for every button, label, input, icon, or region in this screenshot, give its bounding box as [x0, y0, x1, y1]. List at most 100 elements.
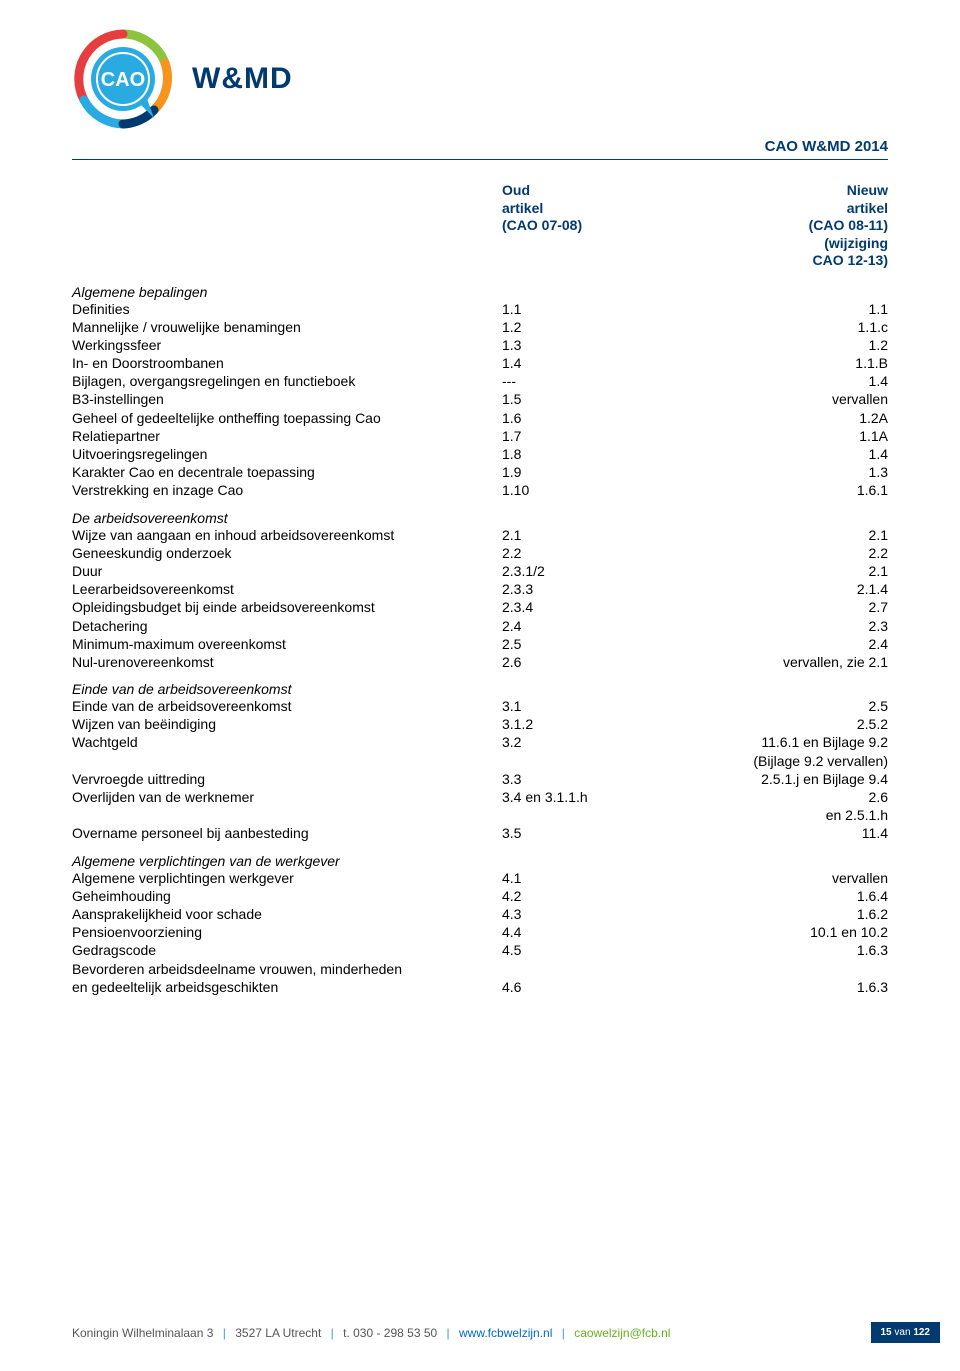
row-label: Overname personeel bij aanbesteding — [72, 824, 502, 842]
row-label: Geneeskundig onderzoek — [72, 544, 502, 562]
section: Einde van de arbeidsovereenkomstEinde va… — [72, 681, 888, 843]
row-label: Definities — [72, 300, 502, 318]
row-new-article: 2.7 — [622, 598, 888, 616]
row-old-article: 2.4 — [502, 617, 622, 635]
table-row: Einde van de arbeidsovereenkomst3.12.5 — [72, 697, 888, 715]
row-new-article: 1.1 — [622, 300, 888, 318]
col-b-line3: (CAO 08-11) — [622, 217, 888, 235]
footer-url[interactable]: www.fcbwelzijn.nl — [459, 1326, 552, 1340]
row-label: Aansprakelijkheid voor schade — [72, 905, 502, 923]
row-old-article: 1.4 — [502, 354, 622, 372]
row-new-article: 1.1.B — [622, 354, 888, 372]
row-new-article: 2.5.1.j en Bijlage 9.4 — [622, 770, 888, 788]
row-new-article: vervallen — [622, 869, 888, 887]
row-old-article: 1.5 — [502, 390, 622, 408]
table-row: Opleidingsbudget bij einde arbeidsoveree… — [72, 598, 888, 616]
row-new-article: (Bijlage 9.2 vervallen) — [622, 752, 888, 770]
row-label: Leerarbeidsovereenkomst — [72, 580, 502, 598]
row-old-article: 3.4 en 3.1.1.h — [502, 788, 622, 806]
row-old-article: 1.1 — [502, 300, 622, 318]
row-label: Algemene verplichtingen werkgever — [72, 869, 502, 887]
table-row: Geneeskundig onderzoek2.22.2 — [72, 544, 888, 562]
row-new-article: 2.1 — [622, 562, 888, 580]
row-old-article: 4.5 — [502, 941, 622, 959]
col-b-line2: artikel — [622, 200, 888, 218]
row-old-article: 4.3 — [502, 905, 622, 923]
footer-text: Koningin Wilhelminalaan 3 | 3527 LA Utre… — [72, 1326, 670, 1340]
row-label: Bevorderen arbeidsdeelname vrouwen, mind… — [72, 960, 502, 978]
row-label — [72, 752, 502, 770]
row-old-article: --- — [502, 372, 622, 390]
row-new-article: 2.6 — [622, 788, 888, 806]
row-new-article: 1.1.c — [622, 318, 888, 336]
table-row: Nul-urenovereenkomst2.6vervallen, zie 2.… — [72, 653, 888, 671]
row-label: Wijze van aangaan en inhoud arbeidsovere… — [72, 526, 502, 544]
section: Algemene verplichtingen van de werkgever… — [72, 853, 888, 996]
row-old-article: 4.2 — [502, 887, 622, 905]
row-label: Duur — [72, 562, 502, 580]
table-row: Duur2.3.1/22.1 — [72, 562, 888, 580]
table-row: en 2.5.1.h — [72, 806, 888, 824]
row-new-article: 1.4 — [622, 445, 888, 463]
row-old-article: 2.2 — [502, 544, 622, 562]
table-row: (Bijlage 9.2 vervallen) — [72, 752, 888, 770]
row-label: Karakter Cao en decentrale toepassing — [72, 463, 502, 481]
table-row: Mannelijke / vrouwelijke benamingen1.21.… — [72, 318, 888, 336]
page-of: van — [894, 1327, 910, 1338]
row-old-article: 1.3 — [502, 336, 622, 354]
footer-phone-label: t. — [343, 1326, 350, 1340]
table-row: Geheel of gedeeltelijke ontheffing toepa… — [72, 409, 888, 427]
table-row: In- en Doorstroombanen1.41.1.B — [72, 354, 888, 372]
row-old-article — [502, 960, 622, 978]
row-label: Wachtgeld — [72, 733, 502, 751]
table-row: Gedragscode4.51.6.3 — [72, 941, 888, 959]
row-label — [72, 806, 502, 824]
row-new-article: 1.4 — [622, 372, 888, 390]
row-new-article: en 2.5.1.h — [622, 806, 888, 824]
table-row: Overlijden van de werknemer3.4 en 3.1.1.… — [72, 788, 888, 806]
col-b-line4: (wijziging — [622, 235, 888, 253]
row-label: Verstrekking en inzage Cao — [72, 481, 502, 499]
row-old-article: 4.6 — [502, 978, 622, 996]
col-a-line1: Oud — [502, 182, 622, 200]
page-current: 15 — [881, 1327, 892, 1338]
table-row: Algemene verplichtingen werkgever4.1verv… — [72, 869, 888, 887]
row-label: Nul-urenovereenkomst — [72, 653, 502, 671]
table-row: Bevorderen arbeidsdeelname vrouwen, mind… — [72, 960, 888, 978]
row-label: Overlijden van de werknemer — [72, 788, 502, 806]
page-total: 122 — [913, 1327, 930, 1338]
footer-phone: 030 - 298 53 50 — [353, 1326, 437, 1340]
table-row: Relatiepartner1.71.1A — [72, 427, 888, 445]
table-row: Bijlagen, overgangsregelingen en functie… — [72, 372, 888, 390]
col-a-line2: artikel — [502, 200, 622, 218]
footer-sep-icon: | — [223, 1326, 226, 1340]
footer-email[interactable]: caowelzijn@fcb.nl — [574, 1326, 670, 1340]
row-new-article: vervallen — [622, 390, 888, 408]
row-old-article: 3.3 — [502, 770, 622, 788]
row-label: en gedeeltelijk arbeidsgeschikten — [72, 978, 502, 996]
row-label: In- en Doorstroombanen — [72, 354, 502, 372]
row-new-article: 1.1A — [622, 427, 888, 445]
table-row: Wijzen van beëindiging3.1.22.5.2 — [72, 715, 888, 733]
row-label: Bijlagen, overgangsregelingen en functie… — [72, 372, 502, 390]
row-new-article: 2.5 — [622, 697, 888, 715]
col-a-line3: (CAO 07-08) — [502, 217, 622, 235]
row-label: Pensioenvoorziening — [72, 923, 502, 941]
row-label: Werkingssfeer — [72, 336, 502, 354]
section-title: De arbeidsovereenkomst — [72, 510, 888, 526]
row-new-article: 1.3 — [622, 463, 888, 481]
row-new-article: 2.1.4 — [622, 580, 888, 598]
row-new-article: 11.6.1 en Bijlage 9.2 — [622, 733, 888, 751]
table-row: Karakter Cao en decentrale toepassing1.9… — [72, 463, 888, 481]
table-row: Wijze van aangaan en inhoud arbeidsovere… — [72, 526, 888, 544]
row-old-article: 3.1 — [502, 697, 622, 715]
table-row: Uitvoeringsregelingen1.81.4 — [72, 445, 888, 463]
row-old-article: 1.6 — [502, 409, 622, 427]
col-b-line5: CAO 12-13) — [622, 252, 888, 270]
row-old-article: 2.6 — [502, 653, 622, 671]
row-label: Wijzen van beëindiging — [72, 715, 502, 733]
row-new-article: vervallen, zie 2.1 — [622, 653, 888, 671]
cao-logo: CAO — [72, 28, 174, 130]
table-row: Definities1.11.1 — [72, 300, 888, 318]
row-new-article: 2.5.2 — [622, 715, 888, 733]
